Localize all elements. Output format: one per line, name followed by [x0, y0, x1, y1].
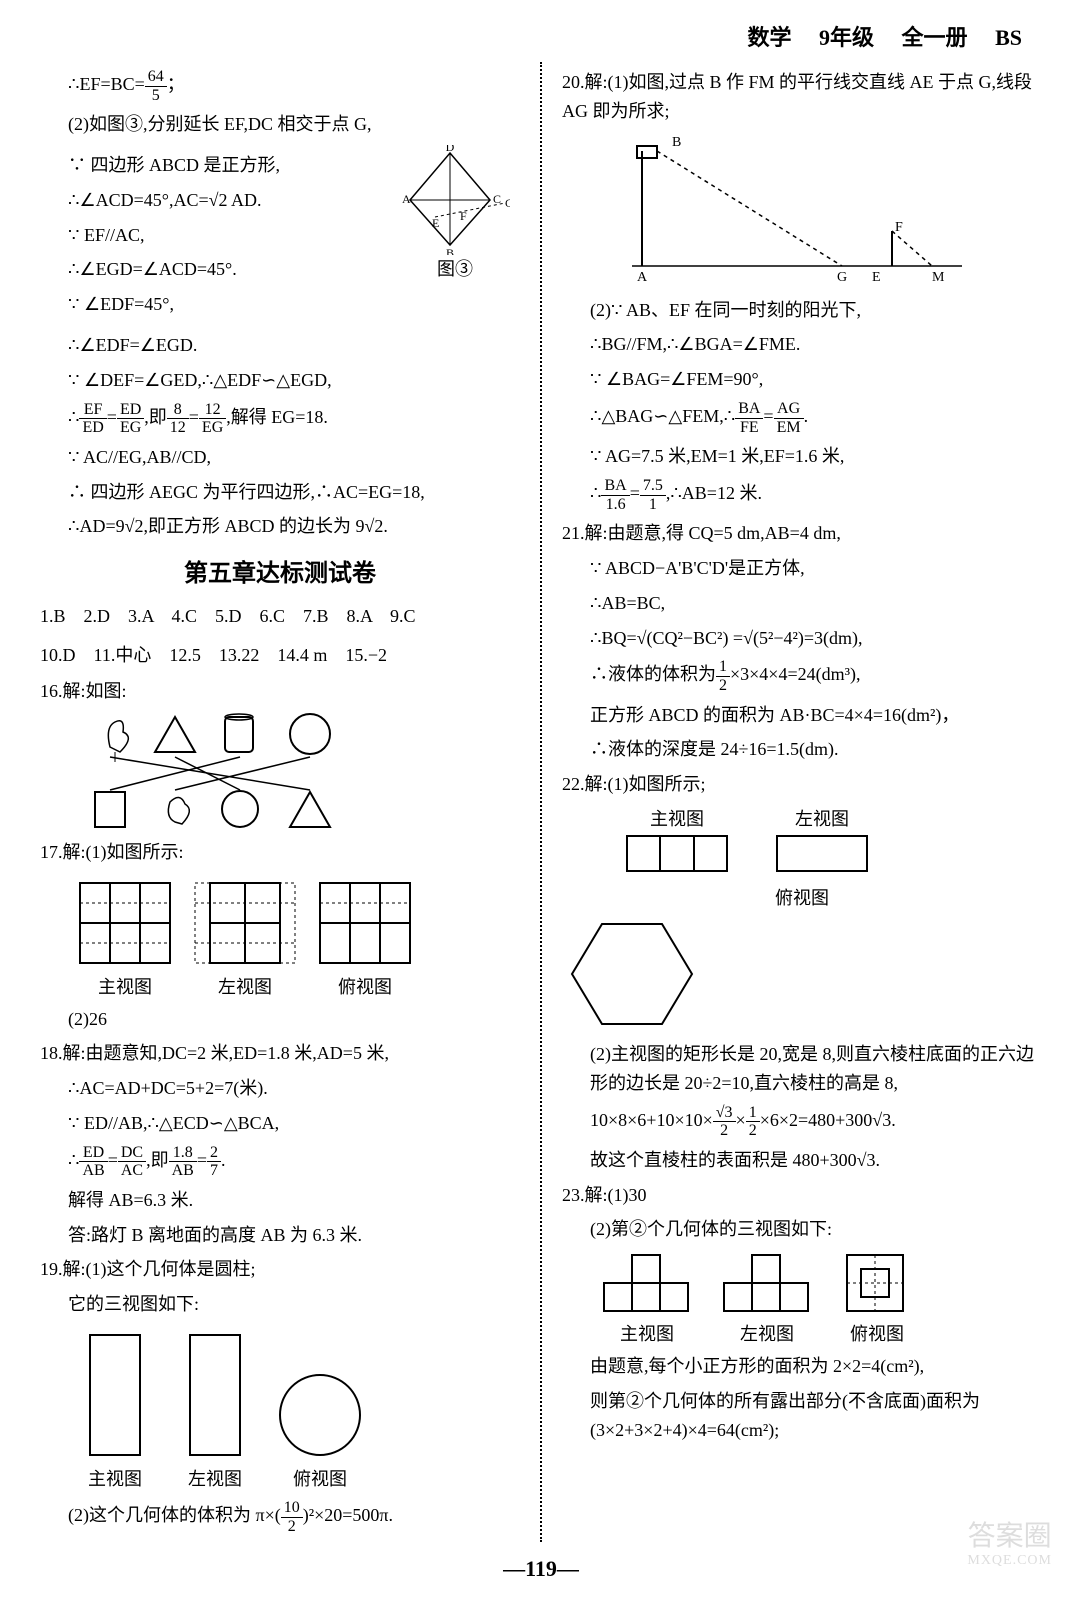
- svg-text:F: F: [460, 209, 467, 223]
- svg-text:A: A: [402, 192, 411, 206]
- answers-row1: 1.B 2.D 3.A 4.C 5.D 6.C 7.B 8.A 9.C: [40, 600, 520, 632]
- q21c: ∴AB=BC,: [562, 589, 1042, 618]
- text-9: ∵ ∠DEF=∠GED,∴△EDF∽△EGD,: [40, 366, 520, 395]
- q23d: 则第②个几何体的所有露出部分(不含底面)面积为(3×2+3×2+4)×4=64(…: [562, 1387, 1042, 1445]
- svg-text:B: B: [672, 136, 681, 150]
- subject: 数学: [747, 25, 791, 50]
- text-11: ∵ AC//EG,AB//CD,: [40, 443, 520, 472]
- q22a: 22.解:(1)如图所示;: [562, 770, 1042, 799]
- text-12: ∴ 四边形 AEGC 为平行四边形,∴AC=EG=18,: [40, 478, 520, 507]
- text-7: ∵ ∠EDF=45°,: [40, 290, 390, 319]
- svg-text:E: E: [872, 270, 881, 285]
- q21f: 正方形 ABCD 的面积为 AB·BC=4×4=16(dm²)，: [562, 701, 1042, 730]
- edition: BS: [995, 25, 1022, 50]
- eq-1: ∴EF=BC=645；: [40, 68, 520, 104]
- q20e: ∴△BAG∽△FEM,∴BAFE=AGEM.: [562, 400, 1042, 436]
- q17-views: 主视图 左视图 俯视图: [70, 873, 520, 999]
- q19-views: 主视图 左视图 俯视图: [70, 1325, 520, 1491]
- q21g: ∴液体的深度是 24÷16=1.5(dm).: [562, 735, 1042, 764]
- text-3: ∵ 四边形 ABCD 是正方形,: [40, 151, 390, 180]
- view-label: 主视图: [70, 973, 180, 999]
- text-5: ∵ EF//AC,: [40, 221, 390, 250]
- right-column: 20.解:(1)如图,过点 B 作 FM 的平行线交直线 AE 于点 G,线段 …: [562, 62, 1042, 1542]
- grade: 9年级: [819, 25, 874, 50]
- q21d: ∴BQ=√(CQ²−BC²) =√(5²−4²)=3(dm),: [562, 624, 1042, 653]
- q20a: 20.解:(1)如图,过点 B 作 FM 的平行线交直线 AE 于点 G,线段 …: [562, 68, 1042, 126]
- q18e: 解得 AB=6.3 米.: [40, 1186, 520, 1215]
- q19a: 19.解:(1)这个几何体是圆柱;: [40, 1255, 520, 1284]
- q18d: ∴EDAB=DCAC,即1.8AB=27.: [40, 1144, 520, 1180]
- answers-row2: 10.D 11.中心 12.5 13.22 14.4 m 15.−2: [40, 639, 520, 671]
- q18a: 18.解:由题意知,DC=2 米,ED=1.8 米,AD=5 米,: [40, 1039, 520, 1068]
- q17b: (2)26: [40, 1005, 520, 1034]
- svg-text:C: C: [493, 192, 501, 206]
- book: 全一册: [902, 25, 968, 50]
- q20f: ∵ AG=7.5 米,EM=1 米,EF=1.6 米,: [562, 442, 1042, 471]
- watermark: 答案圈 MXQE.COM: [967, 1520, 1052, 1570]
- q20c: ∴BG//FM,∴∠BGA=∠FME.: [562, 330, 1042, 359]
- svg-text:G: G: [505, 196, 510, 210]
- q23-views: 主视图 左视图 俯视图: [602, 1250, 1042, 1346]
- q18c: ∵ ED//AB,∴△ECD∽△BCA,: [40, 1109, 520, 1138]
- svg-text:F: F: [895, 220, 903, 235]
- q23a: 23.解:(1)30: [562, 1181, 1042, 1210]
- view-label: 俯视图: [310, 973, 420, 999]
- text-8: ∴∠EDF=∠EGD.: [40, 331, 520, 360]
- q16: 16.解:如图:: [40, 677, 520, 706]
- q19c: (2)这个几何体的体积为 π×(102)²×20=500π.: [40, 1499, 520, 1535]
- q22b: (2)主视图的矩形长是 20,宽是 8,则直六棱柱底面的正六边形的边长是 20÷…: [562, 1040, 1042, 1098]
- q20d: ∵ ∠BAG=∠FEM=90°,: [562, 365, 1042, 394]
- q22-hexagon: [562, 914, 1042, 1034]
- q21e: ∴液体的体积为12×3×4×4=24(dm³),: [562, 658, 1042, 694]
- page-number: —119—: [0, 1556, 1082, 1582]
- q18f: 答:路灯 B 离地面的高度 AB 为 6.3 米.: [40, 1221, 520, 1250]
- svg-text:M: M: [932, 270, 945, 285]
- figure-3: D A C B E F G 图③: [390, 145, 520, 325]
- q18b: ∴AC=AD+DC=5+2=7(米).: [40, 1074, 520, 1103]
- chapter5-title: 第五章达标测试卷: [40, 553, 520, 588]
- svg-text:G: G: [837, 270, 847, 285]
- q22-views-top: 主视图 左视图: [622, 805, 1042, 876]
- view-label: 左视图: [190, 973, 300, 999]
- q22c: 10×8×6+10×10×√32×12×6×2=480+300√3.: [562, 1104, 1042, 1140]
- q20g: ∴BA1.6=7.51,∴AB=12 米.: [562, 477, 1042, 513]
- q20-figure: A B G E M F: [612, 136, 1042, 286]
- svg-text:A: A: [637, 270, 648, 285]
- q19b: 它的三视图如下:: [40, 1290, 520, 1319]
- q23c: 由题意,每个小正方形的面积为 2×2=4(cm²),: [562, 1352, 1042, 1381]
- svg-text:D: D: [446, 145, 455, 154]
- column-divider: [540, 62, 542, 1542]
- left-column: ∴EF=BC=645； (2)如图③,分别延长 EF,DC 相交于点 G, ∵ …: [40, 62, 520, 1542]
- page-header: 数学 9年级 全一册 BS: [40, 20, 1042, 52]
- svg-text:E: E: [432, 216, 439, 230]
- q21b: ∵ ABCD−A'B'C'D'是正方体,: [562, 554, 1042, 583]
- q16-figure: [80, 712, 520, 832]
- q20b: (2)∵ AB、EF 在同一时刻的阳光下,: [562, 296, 1042, 325]
- svg-text:B: B: [446, 246, 454, 255]
- text-4: ∴∠ACD=45°,AC=√2 AD.: [40, 186, 390, 215]
- q21a: 21.解:由题意,得 CQ=5 dm,AB=4 dm,: [562, 519, 1042, 548]
- text-6: ∴∠EGD=∠ACD=45°.: [40, 255, 390, 284]
- fig3-caption: 图③: [390, 255, 520, 281]
- q23b: (2)第②个几何体的三视图如下:: [562, 1215, 1042, 1244]
- q22d: 故这个直棱柱的表面积是 480+300√3.: [562, 1146, 1042, 1175]
- top-view-label: 俯视图: [562, 884, 1042, 910]
- eq-10: ∴EFED=EDEG,即812=12EG,解得 EG=18.: [40, 401, 520, 437]
- q17: 17.解:(1)如图所示:: [40, 838, 520, 867]
- text-2: (2)如图③,分别延长 EF,DC 相交于点 G,: [40, 110, 520, 139]
- text-13: ∴AD=9√2,即正方形 ABCD 的边长为 9√2.: [40, 512, 520, 541]
